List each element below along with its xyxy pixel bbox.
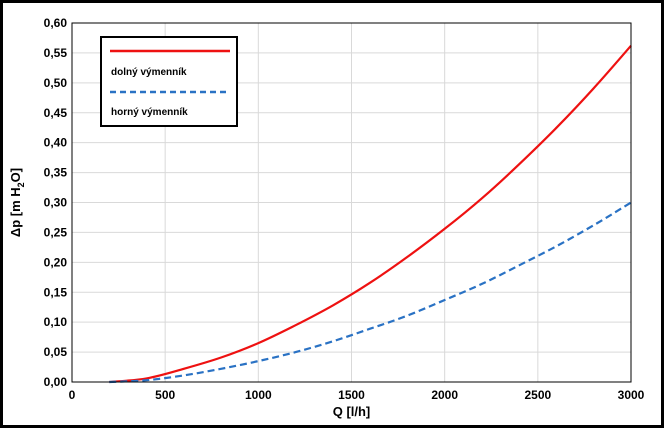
y-tick-label: 0,05 <box>44 345 68 359</box>
series-group <box>109 44 632 384</box>
y-tick-label: 0,15 <box>44 285 68 299</box>
x-tick-label: 500 <box>155 388 175 402</box>
y-tick-label: 0,30 <box>44 196 68 210</box>
y-tick-label: 0,20 <box>44 255 68 269</box>
legend: dolný výmenník horný výmenník <box>100 36 238 127</box>
y-tick-label: 0,50 <box>44 76 68 90</box>
series-line-horny <box>109 201 632 384</box>
x-tick-label: 1500 <box>338 388 365 402</box>
x-tick-labels: 0 500 1000 1500 2000 2500 3000 <box>69 388 645 402</box>
legend-label-horny: horný výmenník <box>111 107 188 118</box>
y-tick-label: 0,35 <box>44 166 68 180</box>
y-tick-label: 0,25 <box>44 225 68 239</box>
x-tick-label: 2000 <box>431 388 458 402</box>
plot-border <box>71 22 632 383</box>
y-tick-label: 0,10 <box>44 315 68 329</box>
y-tick-label: 0,00 <box>44 375 68 389</box>
x-tick-label: 3000 <box>618 388 645 402</box>
y-tick-label: 0,40 <box>44 136 68 150</box>
y-axis-title: Δp [m H2O] <box>8 168 26 237</box>
x-tick-label: 1000 <box>245 388 272 402</box>
y-tick-label: 0,55 <box>44 46 68 60</box>
x-tick-label: 0 <box>69 388 76 402</box>
y-tick-label: 0,45 <box>44 106 68 120</box>
x-tick-label: 2500 <box>524 388 551 402</box>
y-tick-labels: 0,00 0,05 0,10 0,15 0,20 0,25 0,30 0,35 0,40 0,45… <box>44 16 68 389</box>
legend-label-dolny: dolný výmenník <box>111 67 187 78</box>
series-line-dolny <box>109 44 632 384</box>
y-tick-label: 0,60 <box>44 16 68 30</box>
x-axis-title: Q [l/h] <box>333 404 371 419</box>
